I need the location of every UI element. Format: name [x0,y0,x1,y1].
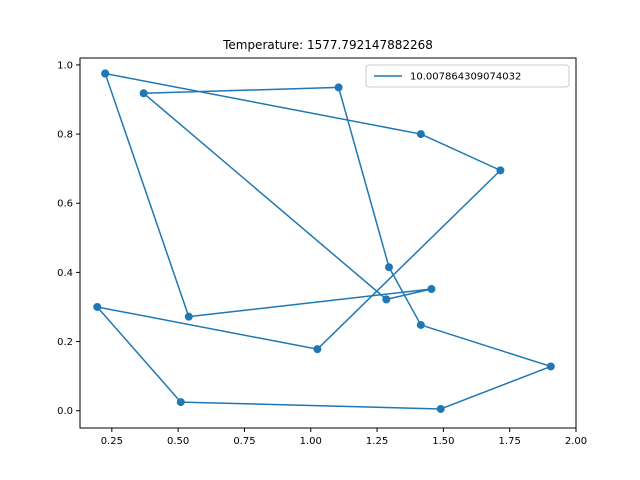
y-tick-label: 0.4 [57,268,73,279]
x-tick-label: 0.75 [233,436,255,447]
data-point [546,362,555,371]
x-tick-label: 2.00 [565,436,587,447]
data-point [382,295,391,304]
legend: 10.007864309074032 [365,64,570,88]
data-point [139,89,148,98]
data-point [427,284,436,293]
data-point [313,345,322,354]
x-axis: 0.25 0.50 0.75 1.00 1.25 1.50 1.75 2.00 [101,428,587,447]
plot-frame [79,57,577,429]
y-tick-label: 0.0 [57,406,73,417]
data-point [436,404,445,413]
y-tick-label: 1.0 [57,60,73,71]
x-tick-label: 1.75 [499,436,521,447]
data-point [416,320,425,329]
y-tick-label: 0.6 [57,199,73,210]
series-line [96,72,552,410]
data-point [101,69,110,78]
y-tick-label: 0.8 [57,130,73,141]
legend-label: 10.007864309074032 [410,72,521,83]
chart-title: Temperature: 1577.792147882268 [222,38,433,52]
data-point [334,83,343,92]
y-tick-label: 0.2 [57,337,73,348]
data-point [93,302,102,311]
data-point [184,312,193,321]
legend-box [365,64,570,88]
x-tick-label: 0.50 [167,436,189,447]
data-point [416,130,425,139]
x-tick-label: 1.00 [300,436,322,447]
data-point [176,398,185,407]
y-axis: 0.0 0.2 0.4 0.6 0.8 1.0 [57,60,80,417]
x-tick-label: 1.25 [366,436,388,447]
data-point [385,263,394,272]
x-tick-label: 1.50 [432,436,454,447]
x-tick-label: 0.25 [101,436,123,447]
data-point [496,166,505,175]
